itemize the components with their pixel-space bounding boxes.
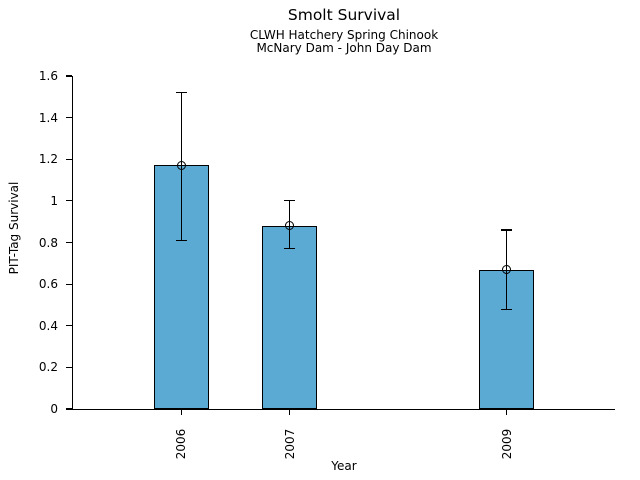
y-tick-label-0: 0 [50, 402, 58, 416]
y-tick-0.6 [65, 283, 72, 285]
chart-subtitle-line2: McNary Dam - John Day Dam [256, 41, 432, 55]
y-tick-1.4 [65, 117, 72, 119]
point-marker-2009 [502, 265, 512, 275]
y-tick-1.2 [65, 158, 72, 160]
y-tick-0.8 [65, 241, 72, 244]
error-cap-bottom-2006 [175, 239, 187, 241]
x-tick-label-2007: 2007 [282, 428, 297, 460]
chart-title: Smolt Survival [287, 6, 401, 24]
point-marker-2007 [285, 221, 295, 231]
y-tick-0 [65, 408, 72, 410]
x-axis-label: Year [331, 459, 357, 473]
x-axis-spine [71, 409, 615, 411]
y-tick-label-1.6: 1.6 [38, 69, 58, 83]
x-tick-2009 [506, 410, 508, 416]
y-tick-1.6 [65, 75, 72, 77]
y-tick-1 [65, 200, 72, 202]
y-tick-label-0.6: 0.6 [38, 277, 58, 292]
x-tick-2007 [289, 410, 291, 416]
y-tick-label-0.2: 0.2 [38, 360, 58, 375]
y-tick-label-1.2: 1.2 [38, 152, 58, 167]
y-tick-0.4 [65, 325, 72, 327]
chart-subtitle-line1: CLWH Hatchery Spring Chinook [249, 28, 439, 42]
error-cap-bottom-2009 [501, 308, 513, 310]
x-tick-label-2009: 2009 [499, 428, 514, 460]
error-cap-top-2007 [284, 200, 296, 202]
bar-2007 [262, 225, 318, 409]
x-tick-2006 [180, 410, 182, 416]
y-tick-0.2 [65, 366, 72, 368]
y-tick-label-0.4: 0.4 [38, 318, 58, 333]
y-tick-label-1: 1 [50, 193, 58, 208]
x-tick-label-2006: 2006 [174, 428, 189, 460]
error-cap-bottom-2007 [284, 248, 296, 250]
error-cap-top-2006 [175, 92, 187, 94]
y-tick-label-1.4: 1.4 [38, 110, 58, 125]
y-tick-label-0.8: 0.8 [38, 235, 58, 250]
y-axis-spine [71, 76, 73, 411]
error-cap-top-2009 [501, 229, 513, 231]
point-marker-2006 [176, 160, 186, 170]
